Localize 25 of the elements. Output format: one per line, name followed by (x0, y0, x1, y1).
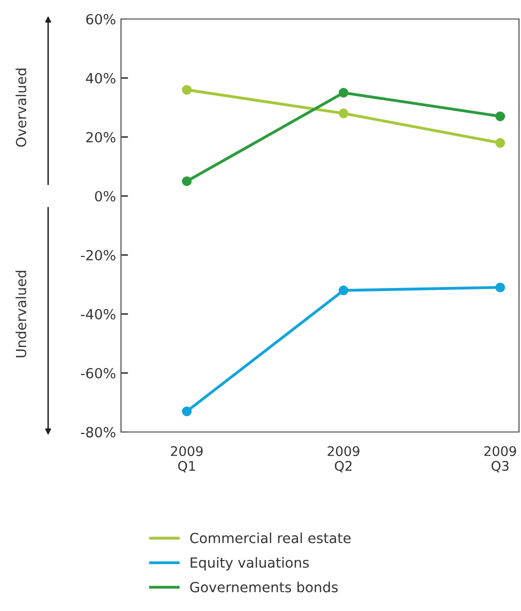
y-tick-label: -40% (80, 308, 116, 320)
point (182, 84, 192, 95)
y-tick-label: -20% (80, 250, 116, 260)
point (182, 406, 192, 416)
y-tick-label: 0% (95, 190, 116, 202)
y-tick-label: 40% (86, 72, 116, 84)
legend-label: Governements bonds (190, 582, 338, 592)
y-tick-label: -60% (80, 368, 116, 378)
point (338, 108, 348, 118)
x-tick-label: 2009 Q1 (170, 446, 203, 472)
legend-label: Equity valuations (190, 557, 309, 570)
point (495, 111, 506, 122)
x-tick-label: 2009 Q3 (484, 446, 516, 472)
point (495, 138, 506, 148)
point (495, 282, 506, 292)
text: Undervalued (16, 270, 26, 358)
y-tick-label: -80% (80, 426, 116, 438)
point (338, 286, 348, 296)
point (182, 176, 192, 186)
text: Overvalued (16, 68, 26, 147)
x-tick-label: 2009 Q2 (328, 446, 360, 472)
y-tick-label: 60% (86, 14, 116, 24)
y-tick-label: 20% (86, 132, 116, 142)
legend-label: Commercial real estate (190, 532, 351, 544)
point (338, 88, 348, 98)
